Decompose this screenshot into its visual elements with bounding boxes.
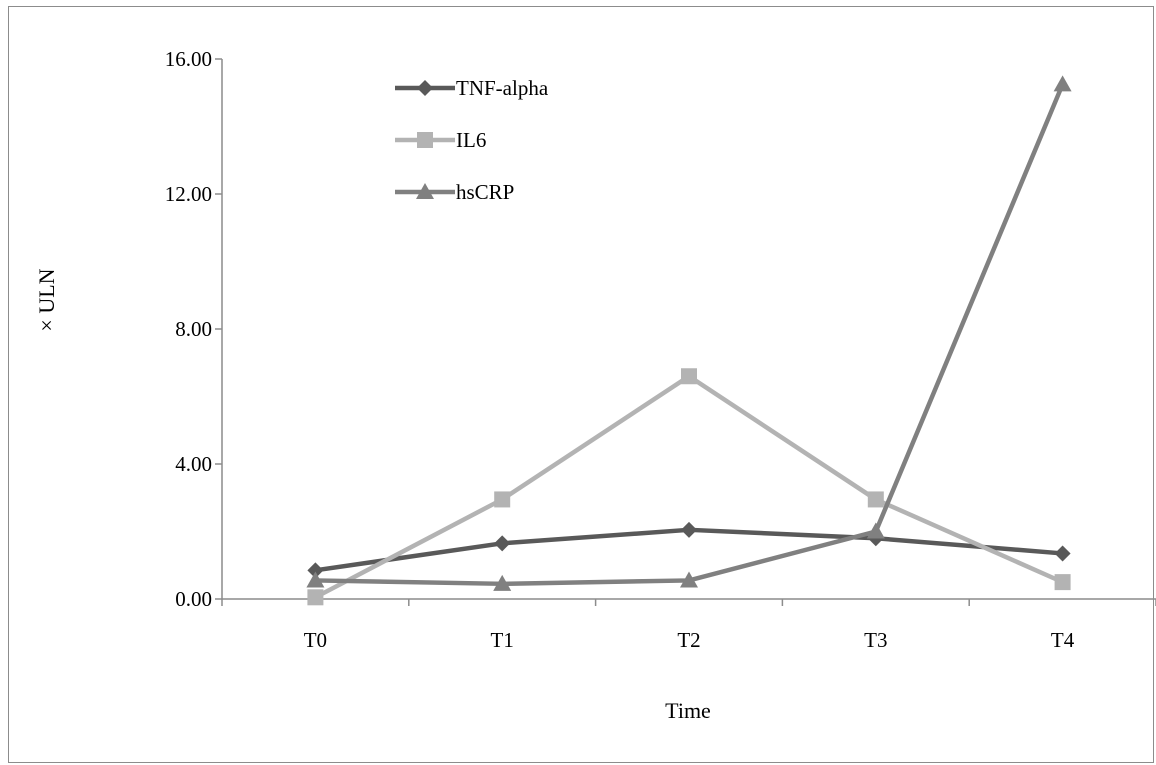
- data-point: [307, 562, 324, 579]
- y-axis: 0.00 4.00 8.00 12.00 16.00: [165, 47, 223, 611]
- y-tick-label: 4.00: [175, 452, 212, 476]
- series-line: [315, 83, 1065, 587]
- data-point: [1054, 545, 1071, 562]
- y-tick-label: 8.00: [175, 317, 212, 341]
- legend-marker: [417, 132, 433, 148]
- legend-item: hsCRP: [395, 180, 514, 204]
- series-line: [314, 374, 1064, 600]
- legend-item: IL6: [395, 128, 486, 152]
- y-axis-title: × ULN: [34, 268, 59, 331]
- data-point: [494, 535, 511, 552]
- series-hscrp: [306, 75, 1072, 591]
- data-point: [681, 521, 697, 538]
- legend-label: TNF-alpha: [456, 76, 549, 100]
- chart-frame: [8, 6, 1154, 763]
- data-point: [306, 571, 325, 588]
- x-tick-label: T4: [1051, 628, 1075, 652]
- data-point: [866, 522, 885, 539]
- series-layer: [306, 75, 1072, 606]
- y-tick-label: 0.00: [175, 587, 212, 611]
- x-tick-label: T3: [864, 628, 887, 652]
- legend-marker: [417, 80, 433, 96]
- data-point: [493, 574, 512, 591]
- y-tick-label: 16.00: [165, 47, 212, 71]
- y-tick-label: 12.00: [165, 182, 212, 206]
- series-tnf-alpha: [307, 521, 1071, 579]
- data-point: [867, 491, 884, 508]
- legend-item: TNF-alpha: [395, 76, 549, 100]
- data-point: [307, 589, 324, 606]
- legend-label: hsCRP: [456, 180, 514, 204]
- data-point: [494, 491, 511, 508]
- data-point: [1053, 75, 1072, 92]
- data-point: [1054, 574, 1071, 591]
- data-point: [680, 571, 698, 588]
- x-tick-label: T1: [491, 628, 514, 652]
- x-tick-label: T0: [304, 628, 327, 652]
- x-axis-title: Time: [665, 698, 711, 723]
- legend-label: IL6: [456, 128, 486, 152]
- x-tick-label: T2: [677, 628, 700, 652]
- x-axis: T0 T1 T2 T3 T4: [221, 598, 1156, 652]
- legend-marker: [416, 183, 434, 199]
- data-point: [681, 368, 697, 385]
- legend: TNF-alpha IL6 hsCRP: [395, 76, 549, 204]
- series-il6: [307, 368, 1071, 606]
